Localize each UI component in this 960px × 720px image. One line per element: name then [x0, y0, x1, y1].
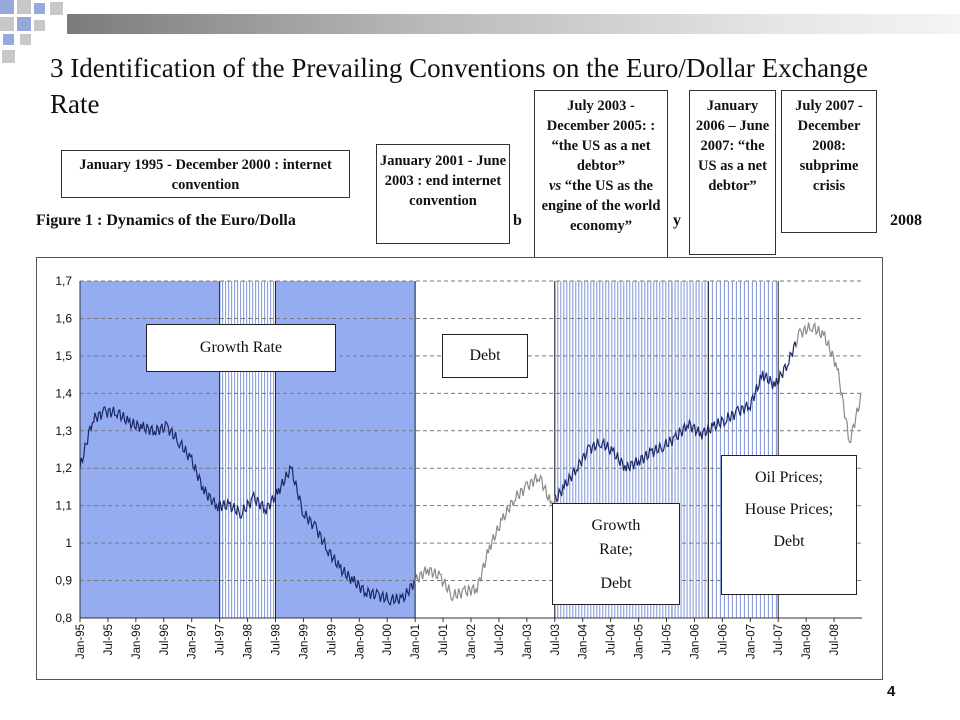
y-tick-label: 1,6: [55, 311, 72, 325]
callout-2001-2003: January 2001 - June 2003 : end internet …: [376, 144, 510, 244]
figure-caption-fragment-2: y: [673, 212, 681, 230]
x-tick-label: Jul-96: [159, 624, 171, 655]
x-tick-label: Jul-98: [271, 624, 283, 655]
x-tick-label: Jul-07: [773, 624, 785, 655]
label-growth-rate: Growth Rate: [146, 324, 336, 372]
x-tick-label: Jul-04: [606, 623, 618, 655]
y-tick-label: 1,4: [55, 386, 72, 400]
x-tick-label: Jul-08: [829, 624, 841, 655]
y-tick-label: 1,3: [55, 424, 72, 438]
label-growth-rate-debt-a: Growth Rate;: [591, 517, 641, 558]
label-debt-text: Debt: [469, 347, 501, 364]
x-tick-label: Jul-03: [550, 624, 562, 655]
y-tick-label: 1,5: [55, 349, 72, 363]
x-tick-label: Jul-06: [717, 624, 729, 655]
x-tick-label: Jul-05: [662, 624, 674, 655]
x-tick-label: Jan-06: [689, 624, 701, 659]
label-growth-rate-text: Growth Rate: [199, 339, 283, 356]
callout-1995-2000: January 1995 - December 2000 : internet …: [61, 150, 350, 198]
corner-square: [20, 34, 31, 45]
figure-caption-fragment-text: b: [513, 212, 522, 229]
callout-1995-2000-text: January 1995 - December 2000 : internet …: [79, 157, 332, 193]
figure-caption-end: 2008: [890, 212, 922, 229]
corner-square: [0, 0, 14, 14]
callout-vs: vs: [549, 178, 562, 194]
x-tick-label: Jul-97: [215, 624, 227, 655]
figure-caption-fragment: b: [513, 212, 522, 230]
header-bar: [67, 14, 960, 34]
corner-square: [50, 2, 63, 15]
x-tick-label: Jan-03: [522, 624, 534, 659]
x-tick-label: Jan-08: [801, 624, 813, 659]
x-tick-label: Jul-01: [438, 624, 450, 655]
figure-caption-fragment-2-text: y: [673, 212, 681, 229]
callout-2003-2005-text-b: “the US as the engine of the world econo…: [541, 178, 661, 234]
callout-2007-2008-text: July 2007 - December 2008: subprime cris…: [795, 98, 863, 194]
series-line-grey: [795, 321, 862, 444]
label-debt-2: Debt: [773, 533, 805, 550]
y-tick-label: 1,7: [55, 274, 72, 288]
x-tick-label: Jan-02: [466, 624, 478, 659]
x-tick-label: Jan-98: [243, 624, 255, 659]
label-debt: Debt: [442, 334, 528, 378]
x-tick-label: Jan-97: [187, 624, 199, 659]
y-tick-label: 1,2: [55, 461, 72, 475]
corner-square: [17, 17, 31, 31]
x-tick-label: Jul-00: [382, 624, 394, 655]
y-tick-label: 1,1: [55, 499, 72, 513]
callout-2007-2008: July 2007 - December 2008: subprime cris…: [781, 90, 877, 233]
figure-caption-text: Figure 1 : Dynamics of the Euro/Dolla: [36, 212, 296, 229]
label-oil-prices: Oil Prices;: [755, 469, 823, 486]
x-tick-label: Jan-00: [354, 624, 366, 659]
page-number: 4: [887, 683, 896, 700]
callout-2006-2007: January 2006 – June 2007: “the US as a n…: [689, 90, 776, 255]
figure-caption: Figure 1 : Dynamics of the Euro/Dolla: [36, 212, 296, 230]
x-tick-label: Jan-99: [298, 624, 310, 659]
page-title: 3 Identification of the Prevailing Conve…: [50, 53, 869, 119]
y-tick-label: 1: [65, 536, 72, 550]
corner-square: [3, 34, 14, 45]
label-house-prices: House Prices;: [744, 501, 834, 518]
label-growth-rate-debt: Growth Rate; Debt: [552, 503, 680, 605]
corner-square: [0, 17, 14, 31]
callout-2003-2005-text-a: July 2003 - December 2005: : “the US as …: [546, 98, 656, 174]
label-growth-rate-debt-b: Debt: [600, 575, 632, 592]
x-tick-label: Jan-04: [578, 623, 590, 659]
series-line-dark: [79, 406, 416, 607]
corner-square: [34, 20, 45, 31]
corner-square: [17, 0, 31, 14]
label-oil-house-debt: Oil Prices; House Prices; Debt: [721, 455, 857, 595]
series-line-dark: [554, 341, 797, 503]
y-tick-label: 0,9: [55, 574, 72, 588]
x-tick-label: Jan-96: [131, 624, 143, 659]
x-tick-label: Jan-01: [410, 624, 422, 659]
x-tick-label: Jan-05: [634, 624, 646, 659]
corner-square: [34, 3, 45, 14]
x-tick-label: Jul-95: [103, 624, 115, 655]
y-tick-label: 0,8: [55, 611, 72, 625]
callout-2001-2003-text: January 2001 - June 2003 : end internet …: [379, 153, 507, 209]
corner-square: [2, 50, 15, 63]
callout-2006-2007-text: January 2006 – June 2007: “the US as a n…: [695, 98, 770, 194]
x-tick-label: Jan-07: [745, 624, 757, 659]
x-tick-label: Jul-99: [326, 624, 338, 655]
x-tick-label: Jan-95: [75, 624, 87, 659]
x-tick-label: Jul-02: [494, 624, 506, 655]
series-line-grey: [414, 473, 556, 602]
